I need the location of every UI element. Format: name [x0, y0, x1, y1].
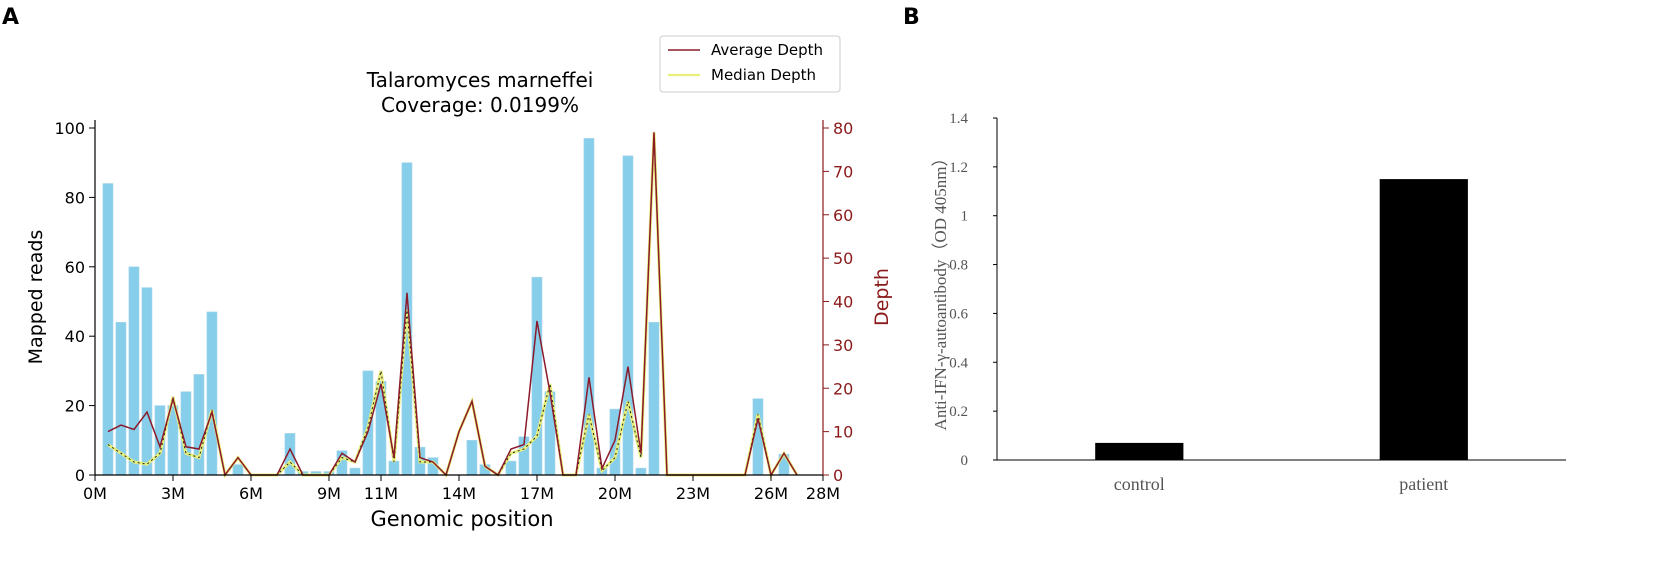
panel-b-label: B — [903, 5, 920, 30]
x-tick-label: 6M — [239, 484, 263, 503]
x-tick-label: 17M — [520, 484, 554, 503]
x-tick-label: 14M — [442, 484, 476, 503]
legend-average-label: Average Depth — [711, 41, 823, 59]
reads-bar — [128, 266, 140, 476]
x-tick-label: 9M — [317, 484, 341, 503]
b-y-tick-label: 0.2 — [949, 404, 968, 420]
b-bar-patient — [1379, 179, 1468, 460]
b-y-tick-label: 0.8 — [949, 258, 968, 274]
reads-bar — [466, 439, 478, 476]
x-tick-label: 28M — [806, 484, 840, 503]
b-y-tick-label: 1 — [961, 209, 969, 225]
x-tick-label: 11M — [364, 484, 398, 503]
chart-title: Talaromyces marneffei — [366, 68, 594, 92]
panel-b-chart: B 0 0.2 0.4 0.6 0.8 1 1.2 1.4 control patient An… — [903, 5, 1566, 494]
b-bar-control — [1095, 442, 1184, 460]
x-tick-label: 26M — [754, 484, 788, 503]
reads-bar — [388, 460, 400, 476]
depth-tick-label: 70 — [833, 162, 853, 181]
x-tick-label: 0M — [83, 484, 107, 503]
depth-tick-label: 0 — [833, 466, 843, 485]
x-tick-label: 20M — [598, 484, 632, 503]
reads-bar — [349, 467, 361, 476]
depth-tick-label: 40 — [833, 293, 853, 312]
y-axis-label: Mapped reads — [25, 230, 47, 365]
b-category-label: control — [1114, 474, 1165, 494]
depth-tick-label: 10 — [833, 423, 853, 442]
left-y-ticks: 0 20 40 60 80 100 — [54, 119, 95, 485]
legend-box — [659, 35, 841, 93]
b-category-label: patient — [1399, 474, 1448, 494]
depth-tick-label: 80 — [833, 119, 853, 138]
reads-bar — [648, 321, 660, 476]
depth-tick-label: 50 — [833, 249, 853, 268]
y-tick-label: 80 — [65, 188, 85, 207]
legend: Average Depth Median Depth — [659, 35, 841, 93]
b-y-axis-label: Anti-IFN-γ-autoantibody（OD 405nm） — [931, 150, 950, 431]
x-tick-label: 23M — [676, 484, 710, 503]
x-ticks: 0M 3M 6M 9M 11M 14M 17M 20M 23M 26M 28M — [83, 475, 840, 503]
reads-bar — [141, 287, 153, 476]
y-tick-label: 60 — [65, 258, 85, 277]
reads-bar — [635, 467, 647, 476]
b-x-labels: control patient — [1114, 474, 1448, 494]
right-y-ticks: 0 10 20 30 40 50 60 70 80 — [823, 119, 853, 485]
legend-median-label: Median Depth — [711, 66, 816, 84]
x-tick-label: 3M — [161, 484, 185, 503]
reads-bar — [531, 276, 543, 476]
reads-bar — [232, 464, 244, 476]
panel-a-chart: A Talaromyces marneffei Coverage: 0.0199… — [2, 5, 893, 531]
b-y-tick-label: 0.4 — [949, 355, 968, 371]
reads-bar — [193, 374, 205, 476]
reads-bar — [284, 433, 296, 476]
reads-bar — [505, 460, 517, 476]
b-bars — [1095, 179, 1468, 460]
reads-bar — [206, 311, 218, 476]
depth-tick-label: 30 — [833, 336, 853, 355]
depth-tick-label: 20 — [833, 379, 853, 398]
reads-bar — [622, 155, 634, 476]
y-tick-label: 100 — [54, 119, 85, 138]
b-y-tick-label: 0 — [961, 453, 969, 469]
x-axis-label: Genomic position — [370, 507, 553, 531]
reads-bars — [102, 138, 790, 476]
b-y-tick-label: 1.2 — [949, 160, 968, 176]
y-tick-label: 40 — [65, 327, 85, 346]
panel-a-label: A — [2, 5, 19, 30]
b-y-ticks: 0 0.2 0.4 0.6 0.8 1 1.2 1.4 — [949, 111, 997, 469]
depth-axis-label: Depth — [871, 268, 893, 326]
y-tick-label: 20 — [65, 397, 85, 416]
b-y-tick-label: 0.6 — [949, 306, 968, 322]
b-y-tick-label: 1.4 — [949, 111, 968, 127]
y-tick-label: 0 — [75, 466, 85, 485]
depth-tick-label: 60 — [833, 206, 853, 225]
chart-subtitle: Coverage: 0.0199% — [381, 93, 579, 117]
